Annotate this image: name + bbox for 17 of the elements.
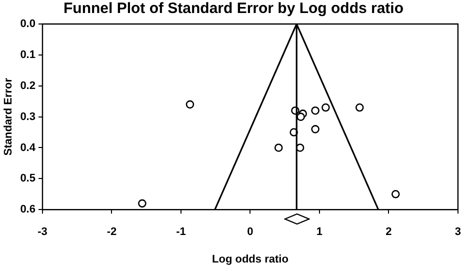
- y-tick-label: 0.4: [20, 142, 36, 154]
- y-tick-label: 0.6: [20, 204, 36, 216]
- x-tick-label: -3: [38, 226, 48, 238]
- y-axis-title: Standard Error: [2, 77, 15, 156]
- y-tick-label: 0.0: [20, 18, 36, 30]
- x-tick-label: 2: [386, 226, 392, 238]
- x-tick-label: 3: [454, 226, 462, 238]
- x-tick-label: 1: [316, 226, 323, 238]
- x-axis-title: Log odds ratio: [212, 253, 289, 266]
- y-tick-label: 0.3: [20, 110, 36, 123]
- y-tick-label: 0.2: [20, 80, 36, 92]
- chart-title: Funnel Plot of Standard Error by Log odds ratio: [63, 0, 404, 18]
- y-tick-label: 0.5: [20, 172, 36, 185]
- x-tick-label: -2: [106, 226, 117, 238]
- x-tick-label: -1: [176, 226, 186, 238]
- y-tick-label: 0.1: [20, 48, 36, 61]
- x-tick-label: 0: [247, 226, 254, 238]
